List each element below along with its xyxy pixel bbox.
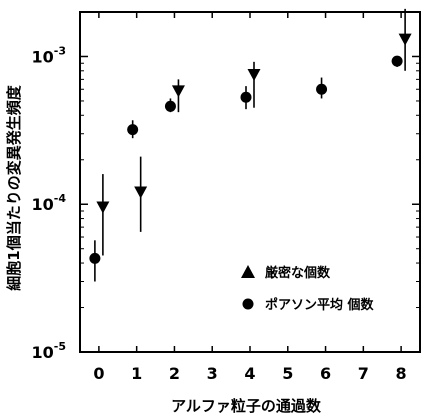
x-tick-label-3: 3 <box>207 364 218 383</box>
data-point-s1-p5 <box>391 55 403 67</box>
data-point-s0-p2 <box>171 85 185 98</box>
x-tick-label-2: 2 <box>169 364 180 383</box>
data-point-s0-p1 <box>134 186 148 199</box>
data-point-s1-p4 <box>316 83 328 95</box>
y-tick-label-1: 10-4 <box>32 192 67 214</box>
y-axis-title: 細胞1個当たりの変異発生頻度 <box>5 84 23 290</box>
axes: 0 1 2 3 4 5 6 7 8 10-3 10-4 10-5 <box>32 11 421 383</box>
data-point-s1-p0 <box>89 252 101 264</box>
y-tick-label-0: 10-3 <box>32 44 67 66</box>
x-tick-label-4: 4 <box>244 364 255 383</box>
x-axis-title: アルファ粒子の通過数 <box>171 397 322 415</box>
data-marks <box>89 8 412 282</box>
x-tick-label-5: 5 <box>282 364 293 383</box>
x-tick-label-6: 6 <box>320 364 331 383</box>
x-tick-label-1: 1 <box>131 364 142 383</box>
series-1 <box>89 55 403 282</box>
data-point-s0-p3 <box>247 68 261 81</box>
legend-marker-0 <box>241 265 255 278</box>
data-point-s1-p2 <box>164 100 176 112</box>
data-point-s0-p4 <box>398 33 412 46</box>
series-0 <box>96 8 412 256</box>
x-tick-label-8: 8 <box>396 364 407 383</box>
data-point-s0-p0 <box>96 201 110 214</box>
legend-marker-1 <box>242 298 254 310</box>
data-point-s1-p1 <box>127 124 139 136</box>
data-point-s1-p3 <box>240 91 252 103</box>
legend-label-0: 厳密な個数 <box>265 265 331 281</box>
y-tick-label-2: 10-5 <box>32 340 67 362</box>
x-tick-label-0: 0 <box>93 364 104 383</box>
x-tick-label-7: 7 <box>358 364 369 383</box>
legend-label-1: ポアソン平均 個数 <box>265 297 375 313</box>
